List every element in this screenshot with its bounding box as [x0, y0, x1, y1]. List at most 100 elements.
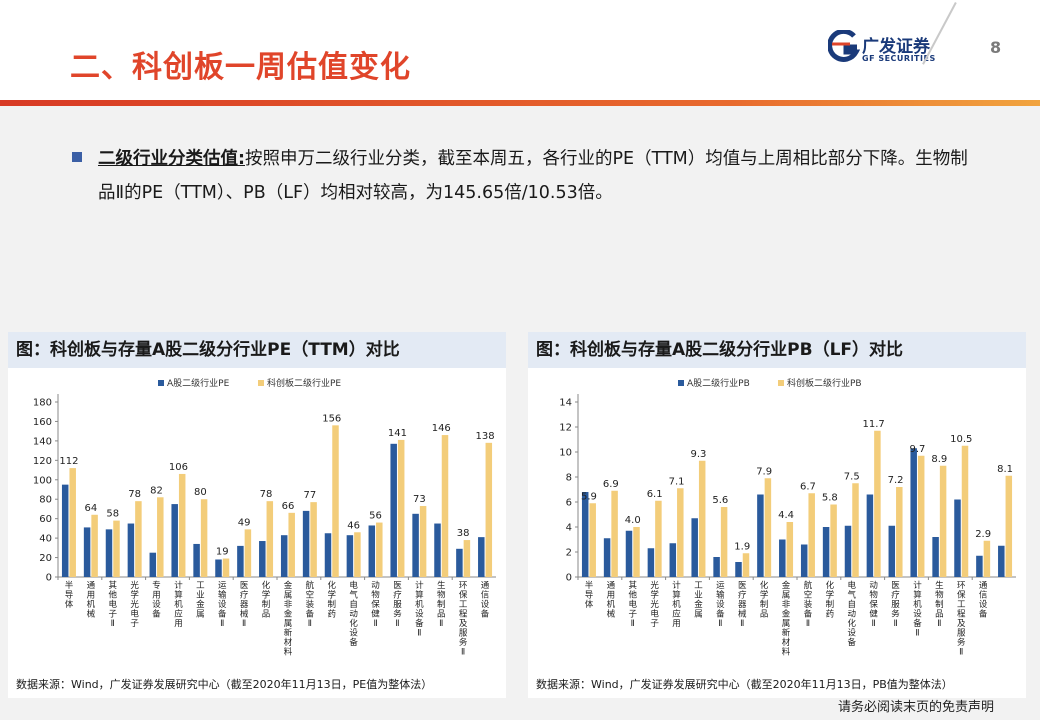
bar-a-share — [976, 555, 983, 577]
x-tick-label-char: 金 — [196, 599, 205, 610]
x-tick-label-char: 机 — [607, 599, 616, 610]
x-tick-label-char: 用 — [607, 591, 616, 601]
bar-a-share — [215, 559, 222, 577]
bar-star-market — [983, 540, 991, 577]
x-tick-label-char: 健 — [869, 609, 878, 620]
bar-star-market — [441, 435, 449, 577]
x-tick-label-char: 健 — [371, 609, 380, 620]
bar-star-market — [332, 425, 339, 577]
data-label: 112 — [59, 456, 78, 467]
x-tick-label-char: 械 — [738, 609, 747, 620]
x-tick-label-char: 药 — [826, 609, 835, 620]
x-tick-label-char: 疗 — [393, 590, 402, 601]
bar-a-share — [434, 523, 441, 577]
x-tick-label-char: Ⅱ — [915, 629, 919, 639]
x-tick-label-char: Ⅱ — [740, 619, 744, 629]
x-tick-label-char: 机 — [415, 599, 424, 610]
x-tick-label-char: 计 — [913, 580, 922, 591]
data-label: 77 — [303, 490, 316, 501]
x-tick-label-char: 制 — [327, 599, 336, 610]
x-tick-label-char: 算 — [415, 590, 424, 601]
x-tick-label-char: 动 — [847, 609, 856, 620]
x-tick-label-char: 用 — [152, 591, 161, 601]
bar-star-market — [961, 445, 969, 577]
logo-text-cn: 广发证券 — [862, 37, 930, 57]
legend-swatch-1 — [778, 380, 784, 386]
data-label: 1.9 — [734, 541, 750, 552]
data-label: 8.1 — [997, 464, 1013, 475]
x-tick-label-char: 材 — [782, 637, 791, 648]
data-label: 66 — [282, 501, 295, 512]
legend-label-0: A股二级行业PB — [687, 377, 750, 389]
data-label: 6.1 — [647, 489, 663, 500]
bar-a-share — [127, 523, 135, 577]
bar-star-market — [896, 487, 903, 577]
x-tick-label-char: 学 — [826, 590, 835, 601]
y-tick-label: 12 — [559, 423, 572, 434]
x-tick-label-char: Ⅱ — [631, 619, 635, 629]
y-tick-label: 10 — [559, 448, 572, 459]
x-tick-label-char: 料 — [782, 647, 791, 658]
x-tick-label-char: 制 — [935, 599, 944, 610]
x-tick-label-char: 用 — [174, 619, 183, 629]
x-tick-label-char: 非 — [782, 599, 791, 610]
x-tick-label-char: 医 — [240, 581, 249, 591]
pe-chart: A股二级行业PE 科创板二级行业PE 0 20 40 60 80 100 120 140 160 18… — [33, 377, 496, 658]
bar-a-share — [581, 492, 589, 577]
bar-a-share — [603, 538, 611, 577]
pe-chart-title: 图：科创板与存量A股二级分行业PE（TTM）对比 — [8, 332, 506, 368]
x-tick-label-char: 用 — [672, 619, 681, 629]
x-tick-label-char: 备 — [152, 609, 161, 620]
page-number: 8 — [990, 38, 1002, 57]
data-label: 10.5 — [950, 434, 972, 445]
x-tick-label-char: 其 — [108, 581, 117, 591]
x-tick-label-char: Ⅱ — [872, 619, 876, 629]
x-tick-label-char: 属 — [782, 591, 791, 601]
x-tick-label-char: Ⅱ — [461, 648, 465, 658]
x-tick-label-char: 备 — [218, 609, 227, 620]
bar-star-market — [611, 490, 618, 577]
bar-star-market — [397, 439, 405, 577]
x-tick-label-char: 空 — [306, 590, 315, 601]
x-tick-label-char: 航 — [306, 580, 315, 591]
x-tick-label-char: 计 — [415, 580, 424, 591]
bar-star-market — [419, 506, 427, 577]
x-tick-label-char: 设 — [349, 628, 358, 639]
bar-a-share — [456, 548, 463, 577]
pb-chart-title: 图：科创板与存量A股二级分行业PB（LF）对比 — [528, 332, 1026, 368]
x-tick-label-char: Ⅱ — [373, 619, 377, 629]
bar-a-share — [932, 537, 939, 577]
bar-star-market — [939, 465, 947, 577]
pb-chart-panel: 图：科创板与存量A股二级分行业PB（LF）对比 A股二级行业PB 科创板二级行业P… — [528, 332, 1026, 698]
x-tick-label-char: 务 — [393, 609, 402, 620]
x-tick-label-char: 体 — [585, 599, 594, 610]
x-tick-label-char: 物 — [371, 590, 380, 601]
x-tick-label-char: 环 — [459, 581, 468, 591]
data-label: 2.9 — [975, 529, 991, 540]
x-tick-label-char: 属 — [782, 619, 791, 629]
x-tick-label-char: 程 — [957, 610, 966, 620]
x-tick-label-char: 航 — [804, 580, 813, 591]
bar-star-market — [376, 522, 383, 577]
x-tick-label-char: 械 — [607, 609, 616, 620]
x-tick-label-char: 子 — [108, 610, 117, 620]
x-tick-label-char: 医 — [738, 581, 747, 591]
x-tick-label-char: 设 — [481, 599, 490, 610]
pe-chart-source: 数据来源：Wind，广发证券发展研究中心（截至2020年11月13日，PE值为整… — [16, 678, 433, 691]
x-tick-label-char: 械 — [87, 609, 96, 620]
slide-title: 二、科创板一周估值变化 — [70, 50, 411, 85]
logo-text-en: GF SECURITIES — [862, 54, 936, 63]
x-tick-label-char: 器 — [738, 600, 747, 610]
body-text: 按照申万二级行业分类，截至本周五，各行业的PE（TTM）均值与上周相比部分下降。… — [98, 149, 968, 203]
bar-a-share — [691, 518, 698, 577]
bar-a-share — [83, 527, 91, 577]
x-tick-label-char: 金 — [694, 599, 703, 610]
x-tick-label-char: 器 — [240, 600, 249, 610]
data-label: 9.7 — [909, 444, 925, 455]
x-tick-label-char: 电 — [130, 609, 139, 620]
x-tick-label-char: 信 — [481, 590, 490, 601]
x-tick-label-char: 业 — [694, 590, 703, 601]
x-tick-label-char: 化 — [349, 618, 358, 629]
bar-a-share — [844, 525, 852, 577]
gf-securities-logo: 广发证券 GF SECURITIES — [827, 28, 948, 70]
